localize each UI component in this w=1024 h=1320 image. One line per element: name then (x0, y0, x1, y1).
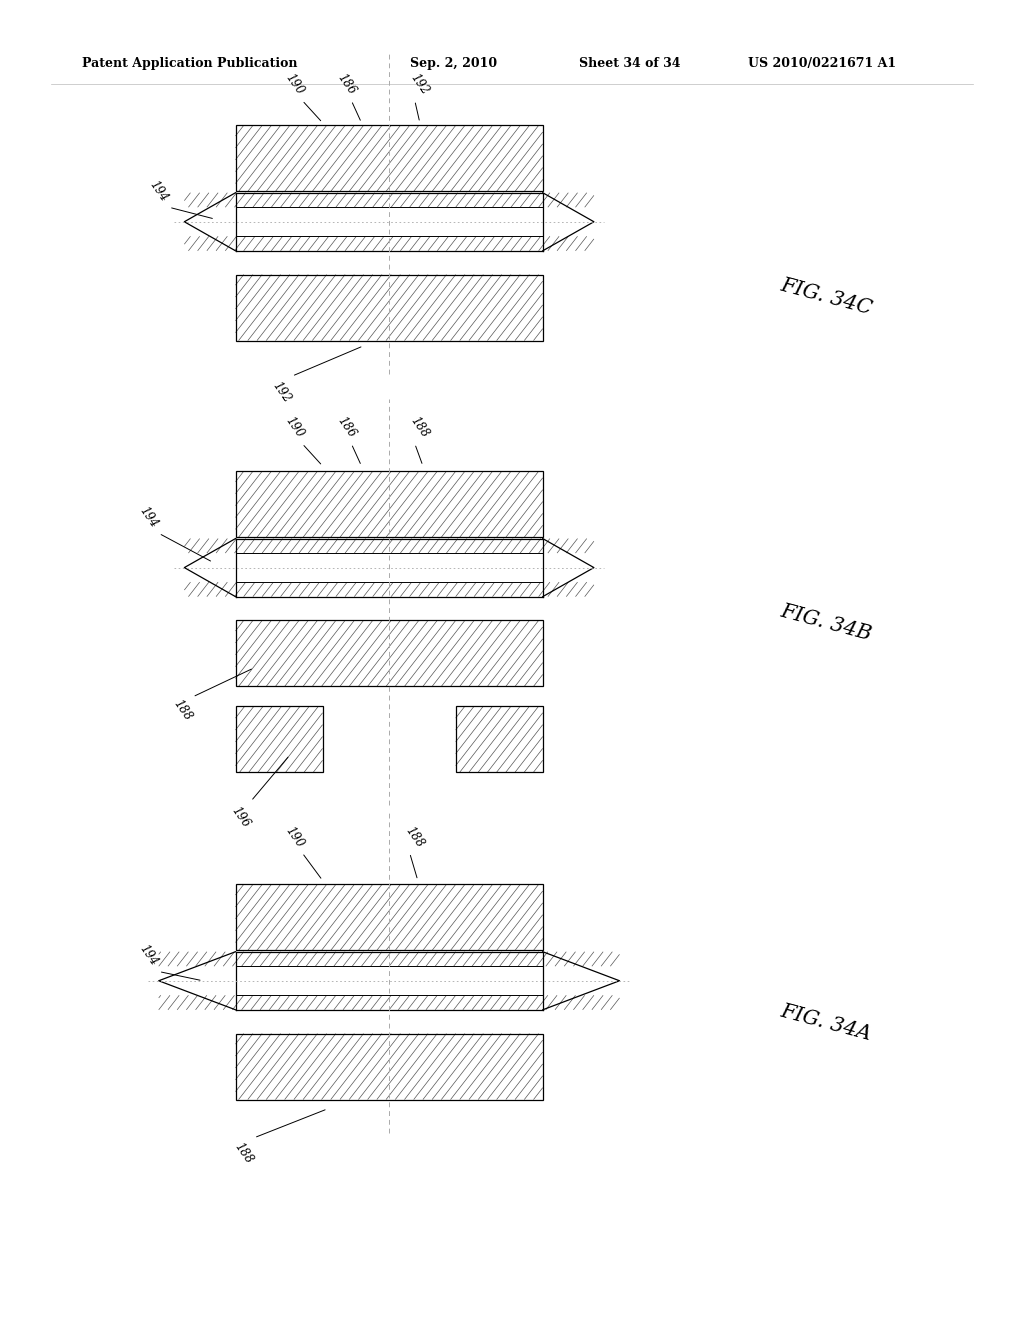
Bar (236, 275, 543, 341)
Bar (236, 706, 323, 772)
Bar (184, 236, 594, 251)
Text: 190: 190 (283, 824, 307, 850)
Text: 190: 190 (283, 414, 307, 441)
Bar (236, 706, 323, 772)
Bar (184, 193, 594, 251)
Bar (236, 471, 543, 537)
Bar (184, 539, 594, 553)
Text: 188: 188 (402, 824, 427, 850)
Text: FIG. 34B: FIG. 34B (778, 602, 873, 644)
Bar (236, 884, 543, 950)
Text: 190: 190 (283, 71, 307, 98)
Bar (236, 620, 543, 686)
Text: US 2010/0221671 A1: US 2010/0221671 A1 (748, 57, 896, 70)
Bar (236, 207, 543, 236)
Polygon shape (184, 539, 236, 597)
Bar (184, 193, 594, 207)
Bar (184, 539, 594, 597)
Bar (236, 471, 543, 537)
Bar (159, 952, 620, 1010)
Bar (184, 236, 594, 251)
Bar (236, 125, 543, 191)
Text: Patent Application Publication: Patent Application Publication (82, 57, 297, 70)
Bar (236, 966, 543, 995)
Bar (236, 1034, 543, 1100)
Polygon shape (543, 193, 594, 251)
Bar (184, 582, 594, 597)
Bar (159, 995, 620, 1010)
Bar (456, 706, 543, 772)
Text: FIG. 34A: FIG. 34A (778, 1002, 873, 1044)
Text: 186: 186 (334, 71, 358, 98)
Text: FIG. 34C: FIG. 34C (778, 276, 874, 318)
Text: 194: 194 (146, 178, 171, 205)
Text: 188: 188 (231, 1140, 256, 1167)
Text: 192: 192 (269, 379, 294, 405)
Text: 196: 196 (228, 804, 253, 830)
Bar (236, 884, 543, 950)
Bar (159, 952, 620, 966)
Text: 192: 192 (408, 71, 432, 98)
Bar (184, 539, 594, 553)
Text: 194: 194 (136, 504, 161, 531)
Polygon shape (184, 193, 236, 251)
Text: Sheet 34 of 34: Sheet 34 of 34 (579, 57, 680, 70)
Text: 186: 186 (334, 414, 358, 441)
Text: 188: 188 (170, 697, 195, 723)
Polygon shape (543, 952, 620, 1010)
Bar (159, 995, 620, 1010)
Bar (184, 582, 594, 597)
Bar (159, 952, 620, 966)
Text: Sep. 2, 2010: Sep. 2, 2010 (410, 57, 497, 70)
Bar (236, 1034, 543, 1100)
Bar (236, 553, 543, 582)
Bar (184, 193, 594, 207)
Bar (236, 620, 543, 686)
Polygon shape (159, 952, 236, 1010)
Polygon shape (543, 539, 594, 597)
Text: 194: 194 (136, 942, 161, 969)
Bar (456, 706, 543, 772)
Bar (236, 275, 543, 341)
Bar (236, 125, 543, 191)
Text: 188: 188 (408, 414, 432, 441)
